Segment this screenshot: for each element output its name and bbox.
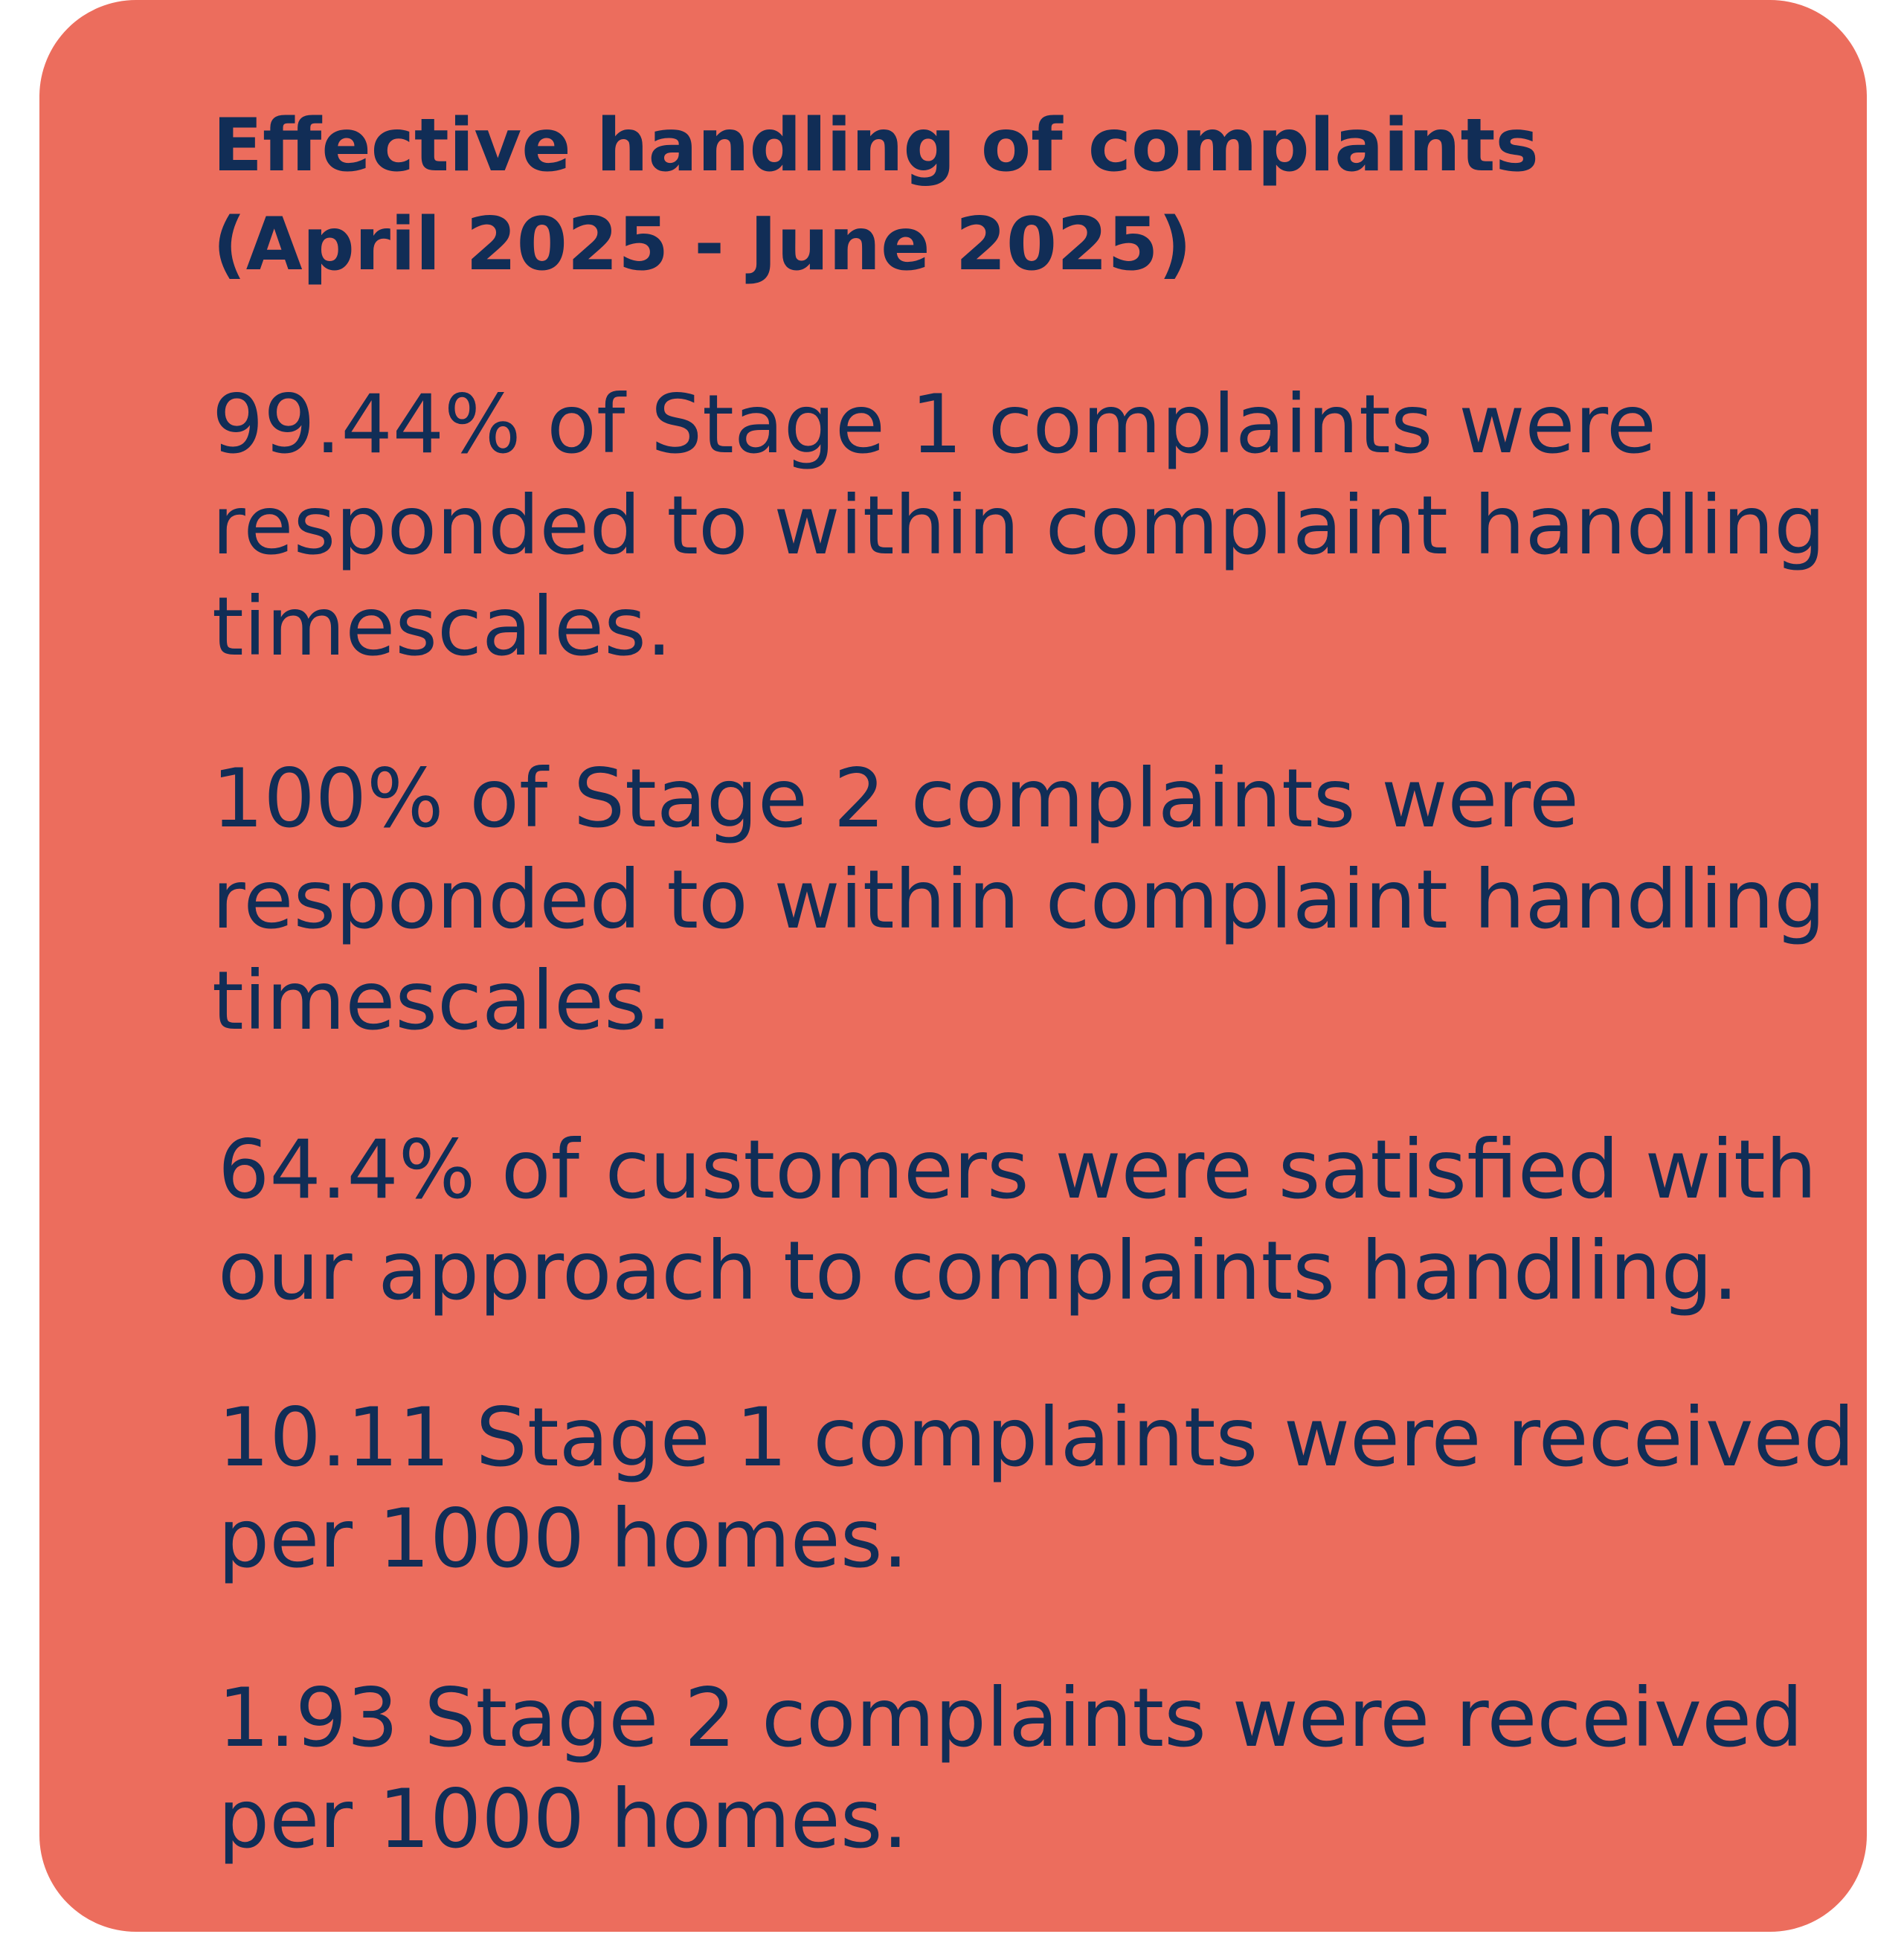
stat-line: per 1000 homes. [218,1491,909,1586]
stat-customer-satisfaction: 64.4% of customers were satisfied with o… [218,1119,1817,1322]
stat-stage1-per-1000-homes: 10.11 Stage 1 complaints were received p… [218,1387,1855,1590]
stat-line: timescales. [212,579,672,674]
stat-line: responded to within complaint handling [212,852,1826,947]
stat-stage1-response-rate: 99.44% of Stage 1 complaints were respon… [212,374,1825,678]
stat-line: 100% of Stage 2 complaints were [212,751,1579,846]
card-title-line: (April 2025 - June 2025) [213,202,1192,287]
card-title: Effective handling of complaints (April … [213,97,1539,295]
stat-stage2-per-1000-homes: 1.93 Stage 2 complaints were received pe… [218,1668,1803,1870]
complaints-card: Effective handling of complaints (April … [39,0,1867,1932]
stat-line: timescales. [212,954,672,1048]
stat-stage2-response-rate: 100% of Stage 2 complaints were responde… [212,748,1825,1052]
stat-line: 10.11 Stage 1 complaints were received [218,1390,1855,1485]
card-title-line: Effective handling of complaints [213,103,1539,188]
stat-line: per 1000 homes. [218,1772,909,1866]
stat-line: responded to within complaint handling [212,478,1826,573]
stat-line: 99.44% of Stage 1 complaints were [212,377,1656,472]
stat-line: 1.93 Stage 2 complaints were received [218,1671,1804,1765]
stat-line: 64.4% of customers were satisfied with [218,1122,1817,1217]
stat-line: our approach to complaints handling. [218,1224,1739,1318]
